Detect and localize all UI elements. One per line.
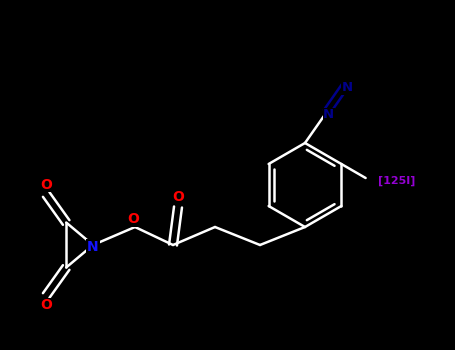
Text: O: O <box>40 299 52 313</box>
Text: O: O <box>172 190 184 204</box>
Text: N: N <box>87 240 99 254</box>
Text: N: N <box>342 81 353 94</box>
Text: [125I]: [125I] <box>378 176 415 186</box>
Text: O: O <box>127 212 139 226</box>
Text: O: O <box>40 177 52 191</box>
Text: N: N <box>323 108 334 121</box>
